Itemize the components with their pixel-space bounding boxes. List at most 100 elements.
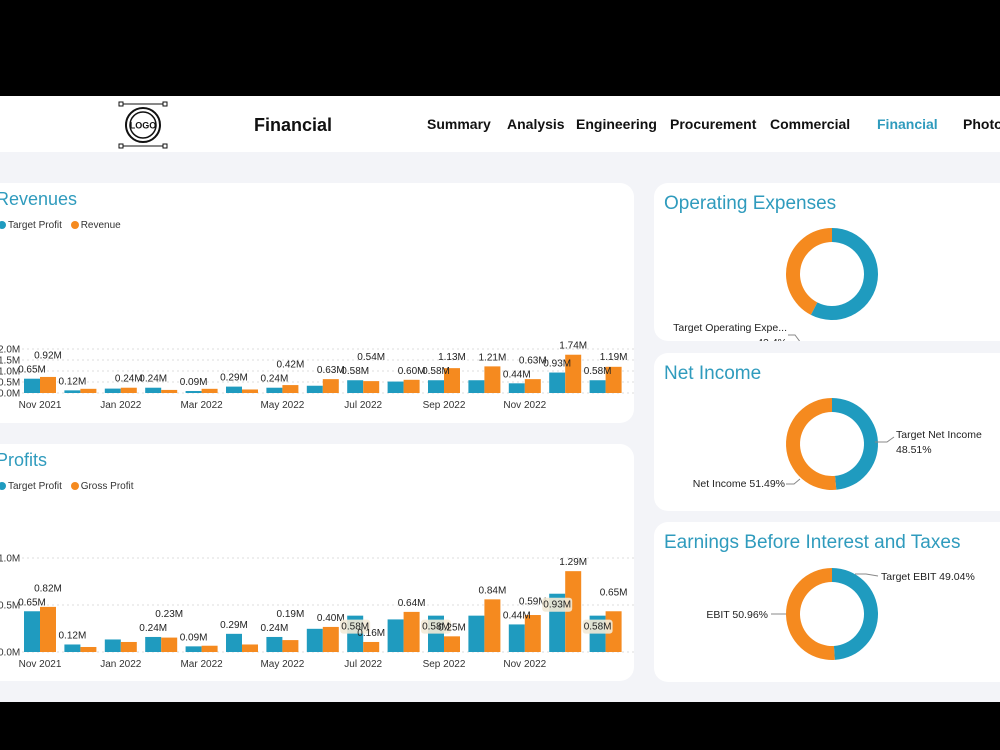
bar-target-profit[interactable] (347, 380, 364, 393)
bar-target-profit[interactable] (64, 644, 81, 652)
data-label: 0.58M (584, 622, 612, 633)
bar-revenue[interactable] (444, 368, 460, 393)
bar-gross-profit[interactable] (484, 599, 501, 652)
x-tick-label: Mar 2022 (180, 659, 223, 670)
nav-tab-summary[interactable]: Summary (427, 116, 491, 132)
legend-item-target-profit[interactable]: Target Profit (0, 481, 62, 492)
bar-target-profit[interactable] (185, 646, 202, 652)
data-label: 0.65M (18, 365, 46, 376)
net-income-title: Net Income (664, 363, 762, 384)
bar-target-profit[interactable] (428, 380, 444, 393)
net-income-donut-chart[interactable]: Target Net Income 48.51% Net Income 51.49% (654, 353, 1000, 511)
nav-tab-photo[interactable]: Photo (963, 116, 1000, 132)
bar-target-profit[interactable] (387, 381, 404, 393)
donut-slice-target-ebit[interactable] (832, 568, 879, 660)
x-tick-label: Mar 2022 (180, 400, 223, 411)
bar-gross-profit[interactable] (282, 640, 299, 652)
bar-gross-profit[interactable] (444, 636, 460, 652)
bar-target-profit[interactable] (24, 378, 40, 393)
data-label: 0.44M (503, 610, 531, 621)
bar-target-profit[interactable] (508, 383, 525, 393)
bar-revenue[interactable] (40, 376, 56, 393)
bar-revenue[interactable] (161, 389, 178, 393)
bar-target-profit[interactable] (226, 633, 242, 652)
bar-gross-profit[interactable] (524, 615, 541, 652)
bar-revenue[interactable] (282, 385, 299, 393)
bar-revenue[interactable] (605, 366, 622, 393)
legend-item-revenue[interactable]: Revenue (70, 220, 121, 231)
bar-target-profit[interactable] (24, 611, 40, 652)
x-tick-label: Jul 2022 (344, 659, 382, 670)
bar-gross-profit[interactable] (201, 645, 218, 652)
bar-revenue[interactable] (80, 388, 97, 393)
bar-revenue[interactable] (484, 366, 501, 393)
bar-target-profit[interactable] (104, 388, 121, 393)
data-label-background (582, 619, 613, 634)
bar-target-profit[interactable] (226, 386, 242, 393)
bar-revenue[interactable] (403, 379, 420, 393)
bar-gross-profit[interactable] (161, 637, 178, 652)
bar-revenue[interactable] (201, 388, 218, 393)
nav-tab-analysis[interactable]: Analysis (507, 116, 565, 132)
bar-gross-profit[interactable] (80, 646, 97, 652)
bar-revenue[interactable] (524, 379, 541, 393)
operating-expenses-donut-chart[interactable]: Operating Expenses57.6%Target Operating … (654, 183, 1000, 341)
top-navigation-bar: LOGO Financial Summary Analysis Engineer… (0, 96, 1000, 152)
data-label: 0.59M (519, 596, 547, 607)
bar-target-profit[interactable] (145, 636, 162, 652)
bar-target-profit[interactable] (266, 636, 283, 652)
bar-gross-profit[interactable] (120, 641, 137, 652)
revenues-bar-chart[interactable]: 0.0M0.5M1.0M1.5M2.0M 0.65M 0.92M 0.12M 0.24M… (0, 183, 634, 423)
nav-tab-engineering[interactable]: Engineering (576, 116, 657, 132)
profits-bar-chart[interactable]: 0.0M 0.5M 1.0M 0.65M 0.82M 0.12M 0.24M 0.23M 0.0… (0, 444, 634, 681)
legend-item-gross-profit[interactable]: Gross Profit (70, 481, 134, 492)
legend-label: Gross Profit (80, 481, 134, 492)
data-label: 0.93M (543, 359, 571, 370)
bar-gross-profit[interactable] (322, 626, 339, 652)
y-tick-label: 1.0M (0, 367, 20, 378)
ebit-donut-chart[interactable]: Target EBIT 49.04% EBIT 50.96% (654, 522, 1000, 682)
donut-percent-label: 48.51% (896, 444, 932, 456)
y-tick-label: 0.5M (0, 601, 20, 612)
bar-gross-profit[interactable] (242, 644, 258, 652)
bar-revenue[interactable] (120, 387, 137, 393)
bar-target-profit[interactable] (64, 390, 81, 393)
donut-slice-ebit[interactable] (786, 568, 835, 660)
data-label: 0.58M (422, 366, 450, 377)
donut-slice-target-operating-expenses[interactable] (786, 228, 832, 315)
data-label: 0.58M (584, 366, 612, 377)
bar-gross-profit[interactable] (565, 571, 582, 652)
bar-target-profit[interactable] (549, 372, 566, 393)
logo[interactable]: LOGO (118, 100, 168, 150)
nav-tab-financial[interactable]: Financial (877, 116, 938, 132)
nav-tab-procurement[interactable]: Procurement (670, 116, 757, 132)
donut-slice-target-net-income[interactable] (832, 398, 879, 490)
bar-revenue[interactable] (242, 389, 258, 393)
legend-item-target-profit[interactable]: Target Profit (0, 220, 62, 231)
bar-target-profit[interactable] (387, 619, 404, 652)
bar-gross-profit[interactable] (363, 641, 380, 652)
bar-target-profit[interactable] (306, 385, 323, 393)
bar-target-profit[interactable] (508, 624, 525, 652)
bar-target-profit[interactable] (306, 628, 323, 652)
bar-target-profit[interactable] (266, 387, 283, 393)
profits-card: Profits Target Profit Gross Profit 0.0M 0… (0, 444, 634, 681)
bar-target-profit[interactable] (185, 391, 202, 393)
bar-target-profit[interactable] (104, 639, 121, 652)
bar-revenue[interactable] (565, 354, 582, 393)
bar-gross-profit[interactable] (40, 606, 56, 652)
x-tick-label: May 2022 (260, 400, 304, 411)
nav-tab-commercial[interactable]: Commercial (770, 116, 851, 132)
bar-target-profit[interactable] (468, 615, 485, 652)
bar-target-profit[interactable] (145, 387, 162, 393)
x-tick-label: Sep 2022 (423, 400, 466, 411)
operating-expenses-title: Operating Expenses (664, 193, 837, 214)
donut-slice-operating-expenses[interactable] (810, 228, 878, 320)
data-label: 0.82M (34, 583, 62, 594)
donut-slice-net-income[interactable] (786, 398, 837, 490)
bar-revenue[interactable] (322, 379, 339, 393)
bar-gross-profit[interactable] (403, 611, 420, 652)
bar-target-profit[interactable] (589, 380, 606, 393)
bar-revenue[interactable] (363, 381, 380, 393)
bar-target-profit[interactable] (468, 380, 485, 393)
